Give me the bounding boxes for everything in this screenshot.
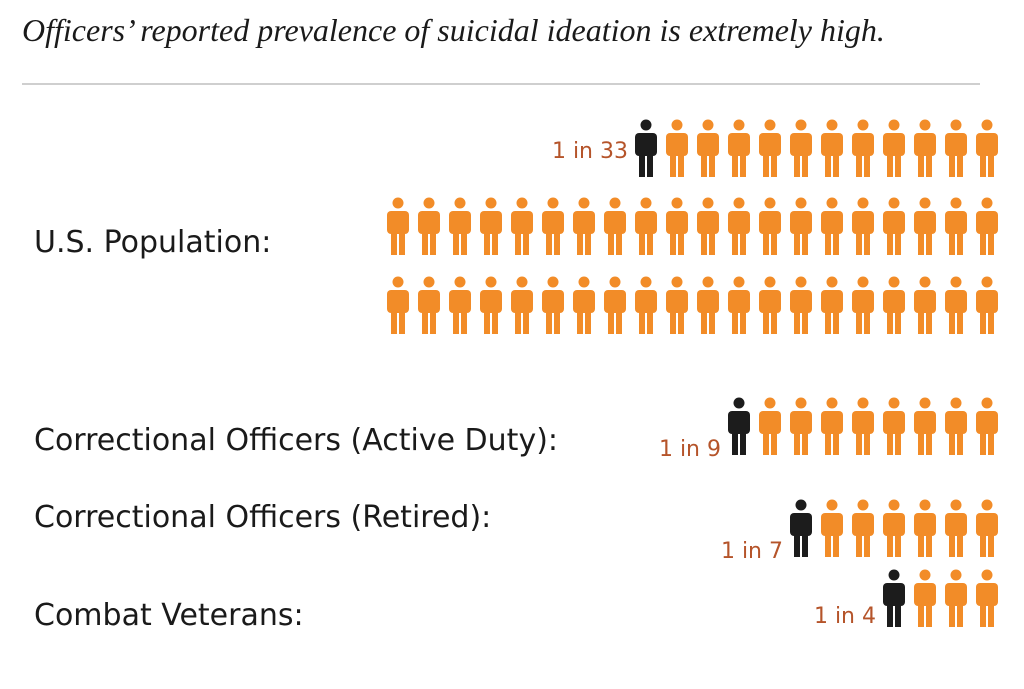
person-icon	[418, 197, 440, 255]
category-label: Correctional Officers (Active Duty):	[34, 423, 558, 458]
person-icon	[728, 276, 750, 334]
person-icon	[666, 276, 688, 334]
person-icon	[697, 197, 719, 255]
person-icon	[790, 397, 812, 455]
person-icon	[821, 499, 843, 557]
person-icon	[883, 397, 905, 455]
person-icon	[976, 197, 998, 255]
highlighted-person-icon	[728, 397, 750, 455]
person-icon	[914, 499, 936, 557]
person-icon	[697, 276, 719, 334]
person-icon	[790, 276, 812, 334]
person-icon	[759, 276, 781, 334]
person-icon	[728, 119, 750, 177]
person-icon	[852, 276, 874, 334]
person-icon	[604, 197, 626, 255]
person-icon	[821, 397, 843, 455]
person-icon	[883, 276, 905, 334]
category-label: Correctional Officers (Retired):	[34, 500, 491, 535]
divider	[22, 83, 980, 85]
person-icon	[511, 197, 533, 255]
person-icon	[945, 119, 967, 177]
ratio-label: 1 in 9	[659, 437, 721, 462]
person-icon	[945, 397, 967, 455]
person-icon	[852, 499, 874, 557]
category-label: Combat Veterans:	[34, 598, 304, 633]
highlighted-person-icon	[635, 119, 657, 177]
person-icon	[883, 119, 905, 177]
person-icon	[790, 119, 812, 177]
person-icon	[883, 197, 905, 255]
person-icon	[759, 119, 781, 177]
person-icon	[976, 569, 998, 627]
person-icon	[573, 197, 595, 255]
person-icon	[914, 197, 936, 255]
figure-caption: Officers’ reported prevalence of suicida…	[22, 12, 885, 48]
highlighted-person-icon	[790, 499, 812, 557]
person-icon	[449, 276, 471, 334]
person-icon	[852, 397, 874, 455]
ratio-label: 1 in 33	[552, 139, 628, 164]
person-icon	[666, 119, 688, 177]
person-icon	[542, 197, 564, 255]
person-icon	[759, 397, 781, 455]
person-icon	[945, 569, 967, 627]
person-icon	[480, 197, 502, 255]
ratio-label: 1 in 4	[814, 604, 876, 629]
person-icon	[945, 499, 967, 557]
person-icon	[573, 276, 595, 334]
person-icon	[883, 499, 905, 557]
person-icon	[387, 276, 409, 334]
person-icon	[449, 197, 471, 255]
person-icon	[666, 197, 688, 255]
person-icon	[914, 397, 936, 455]
person-icon	[635, 197, 657, 255]
person-icon	[821, 119, 843, 177]
person-icon	[945, 276, 967, 334]
highlighted-person-icon	[883, 569, 905, 627]
person-icon	[604, 276, 626, 334]
person-icon	[821, 276, 843, 334]
ratio-label: 1 in 7	[721, 539, 783, 564]
person-icon	[759, 197, 781, 255]
person-icon	[511, 276, 533, 334]
person-icon	[790, 197, 812, 255]
person-icon	[542, 276, 564, 334]
person-icon	[728, 197, 750, 255]
person-icon	[976, 499, 998, 557]
person-icon	[480, 276, 502, 334]
person-icon	[418, 276, 440, 334]
person-icon	[914, 569, 936, 627]
person-icon	[852, 197, 874, 255]
category-label: U.S. Population:	[34, 225, 271, 260]
person-icon	[945, 197, 967, 255]
person-icon	[976, 397, 998, 455]
person-icon	[914, 119, 936, 177]
person-icon	[635, 276, 657, 334]
person-icon	[821, 197, 843, 255]
person-icon	[914, 276, 936, 334]
person-icon	[852, 119, 874, 177]
person-icon	[697, 119, 719, 177]
person-icon	[976, 276, 998, 334]
person-icon	[387, 197, 409, 255]
person-icon	[976, 119, 998, 177]
